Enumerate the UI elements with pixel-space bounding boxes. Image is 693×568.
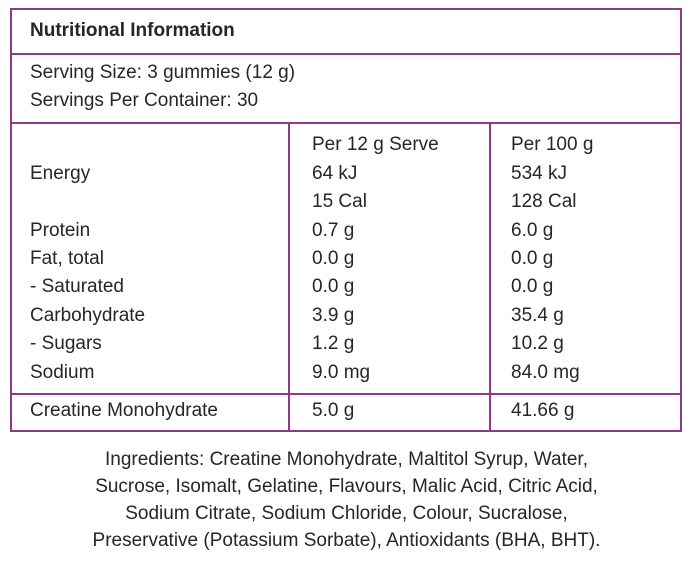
energy-per100-cal: 128 Cal bbox=[511, 191, 577, 212]
energy-per100-kj: 534 kJ bbox=[511, 163, 567, 184]
panel-title: Nutritional Information bbox=[30, 20, 235, 41]
col-header-per100: Per 100 g bbox=[511, 134, 594, 155]
creatine-serve: 5.0 g bbox=[312, 400, 355, 421]
divider-col-2 bbox=[489, 123, 491, 430]
carbohydrate-per100: 35.4 g bbox=[511, 305, 564, 326]
row-label-fat-total: Fat, total bbox=[30, 248, 104, 269]
ingredients-line: Ingredients: Creatine Monohydrate, Malti… bbox=[105, 449, 588, 470]
sodium-serve: 9.0 mg bbox=[312, 362, 371, 383]
divider-creatine bbox=[12, 393, 680, 395]
row-label-carbohydrate: Carbohydrate bbox=[30, 305, 146, 326]
carbohydrate-serve: 3.9 g bbox=[312, 305, 355, 326]
sodium-per100: 84.0 mg bbox=[511, 362, 580, 383]
row-label-energy: Energy bbox=[30, 163, 91, 184]
divider-serving bbox=[12, 122, 680, 124]
row-label-sodium: Sodium bbox=[30, 362, 95, 383]
row-label-saturated: - Saturated bbox=[30, 276, 124, 297]
fat-total-per100: 0.0 g bbox=[511, 248, 554, 269]
creatine-per100: 41.66 g bbox=[511, 400, 575, 421]
energy-serve-kj: 64 kJ bbox=[312, 163, 358, 184]
energy-serve-cal: 15 Cal bbox=[312, 191, 367, 212]
col-header-serve: Per 12 g Serve bbox=[312, 134, 439, 155]
nutrition-panel: Nutritional Information Serving Size: 3 … bbox=[10, 8, 682, 432]
ingredients-text: Ingredients: Creatine Monohydrate, Malti… bbox=[0, 446, 693, 554]
protein-serve: 0.7 g bbox=[312, 220, 355, 241]
divider-title bbox=[12, 53, 680, 55]
ingredients-line: Preservative (Potassium Sorbate), Antiox… bbox=[92, 530, 601, 551]
divider-col-1 bbox=[288, 123, 290, 430]
fat-total-serve: 0.0 g bbox=[312, 248, 355, 269]
serving-size: Serving Size: 3 gummies (12 g) bbox=[30, 62, 296, 83]
saturated-serve: 0.0 g bbox=[312, 276, 355, 297]
sugars-serve: 1.2 g bbox=[312, 333, 355, 354]
protein-per100: 6.0 g bbox=[511, 220, 554, 241]
row-label-creatine: Creatine Monohydrate bbox=[30, 400, 218, 421]
saturated-per100: 0.0 g bbox=[511, 276, 554, 297]
row-label-protein: Protein bbox=[30, 220, 91, 241]
row-label-sugars: - Sugars bbox=[30, 333, 102, 354]
ingredients-line: Sucrose, Isomalt, Gelatine, Flavours, Ma… bbox=[95, 476, 598, 497]
ingredients-line: Sodium Citrate, Sodium Chloride, Colour,… bbox=[125, 503, 568, 524]
servings-per-container: Servings Per Container: 30 bbox=[30, 90, 259, 111]
sugars-per100: 10.2 g bbox=[511, 333, 564, 354]
